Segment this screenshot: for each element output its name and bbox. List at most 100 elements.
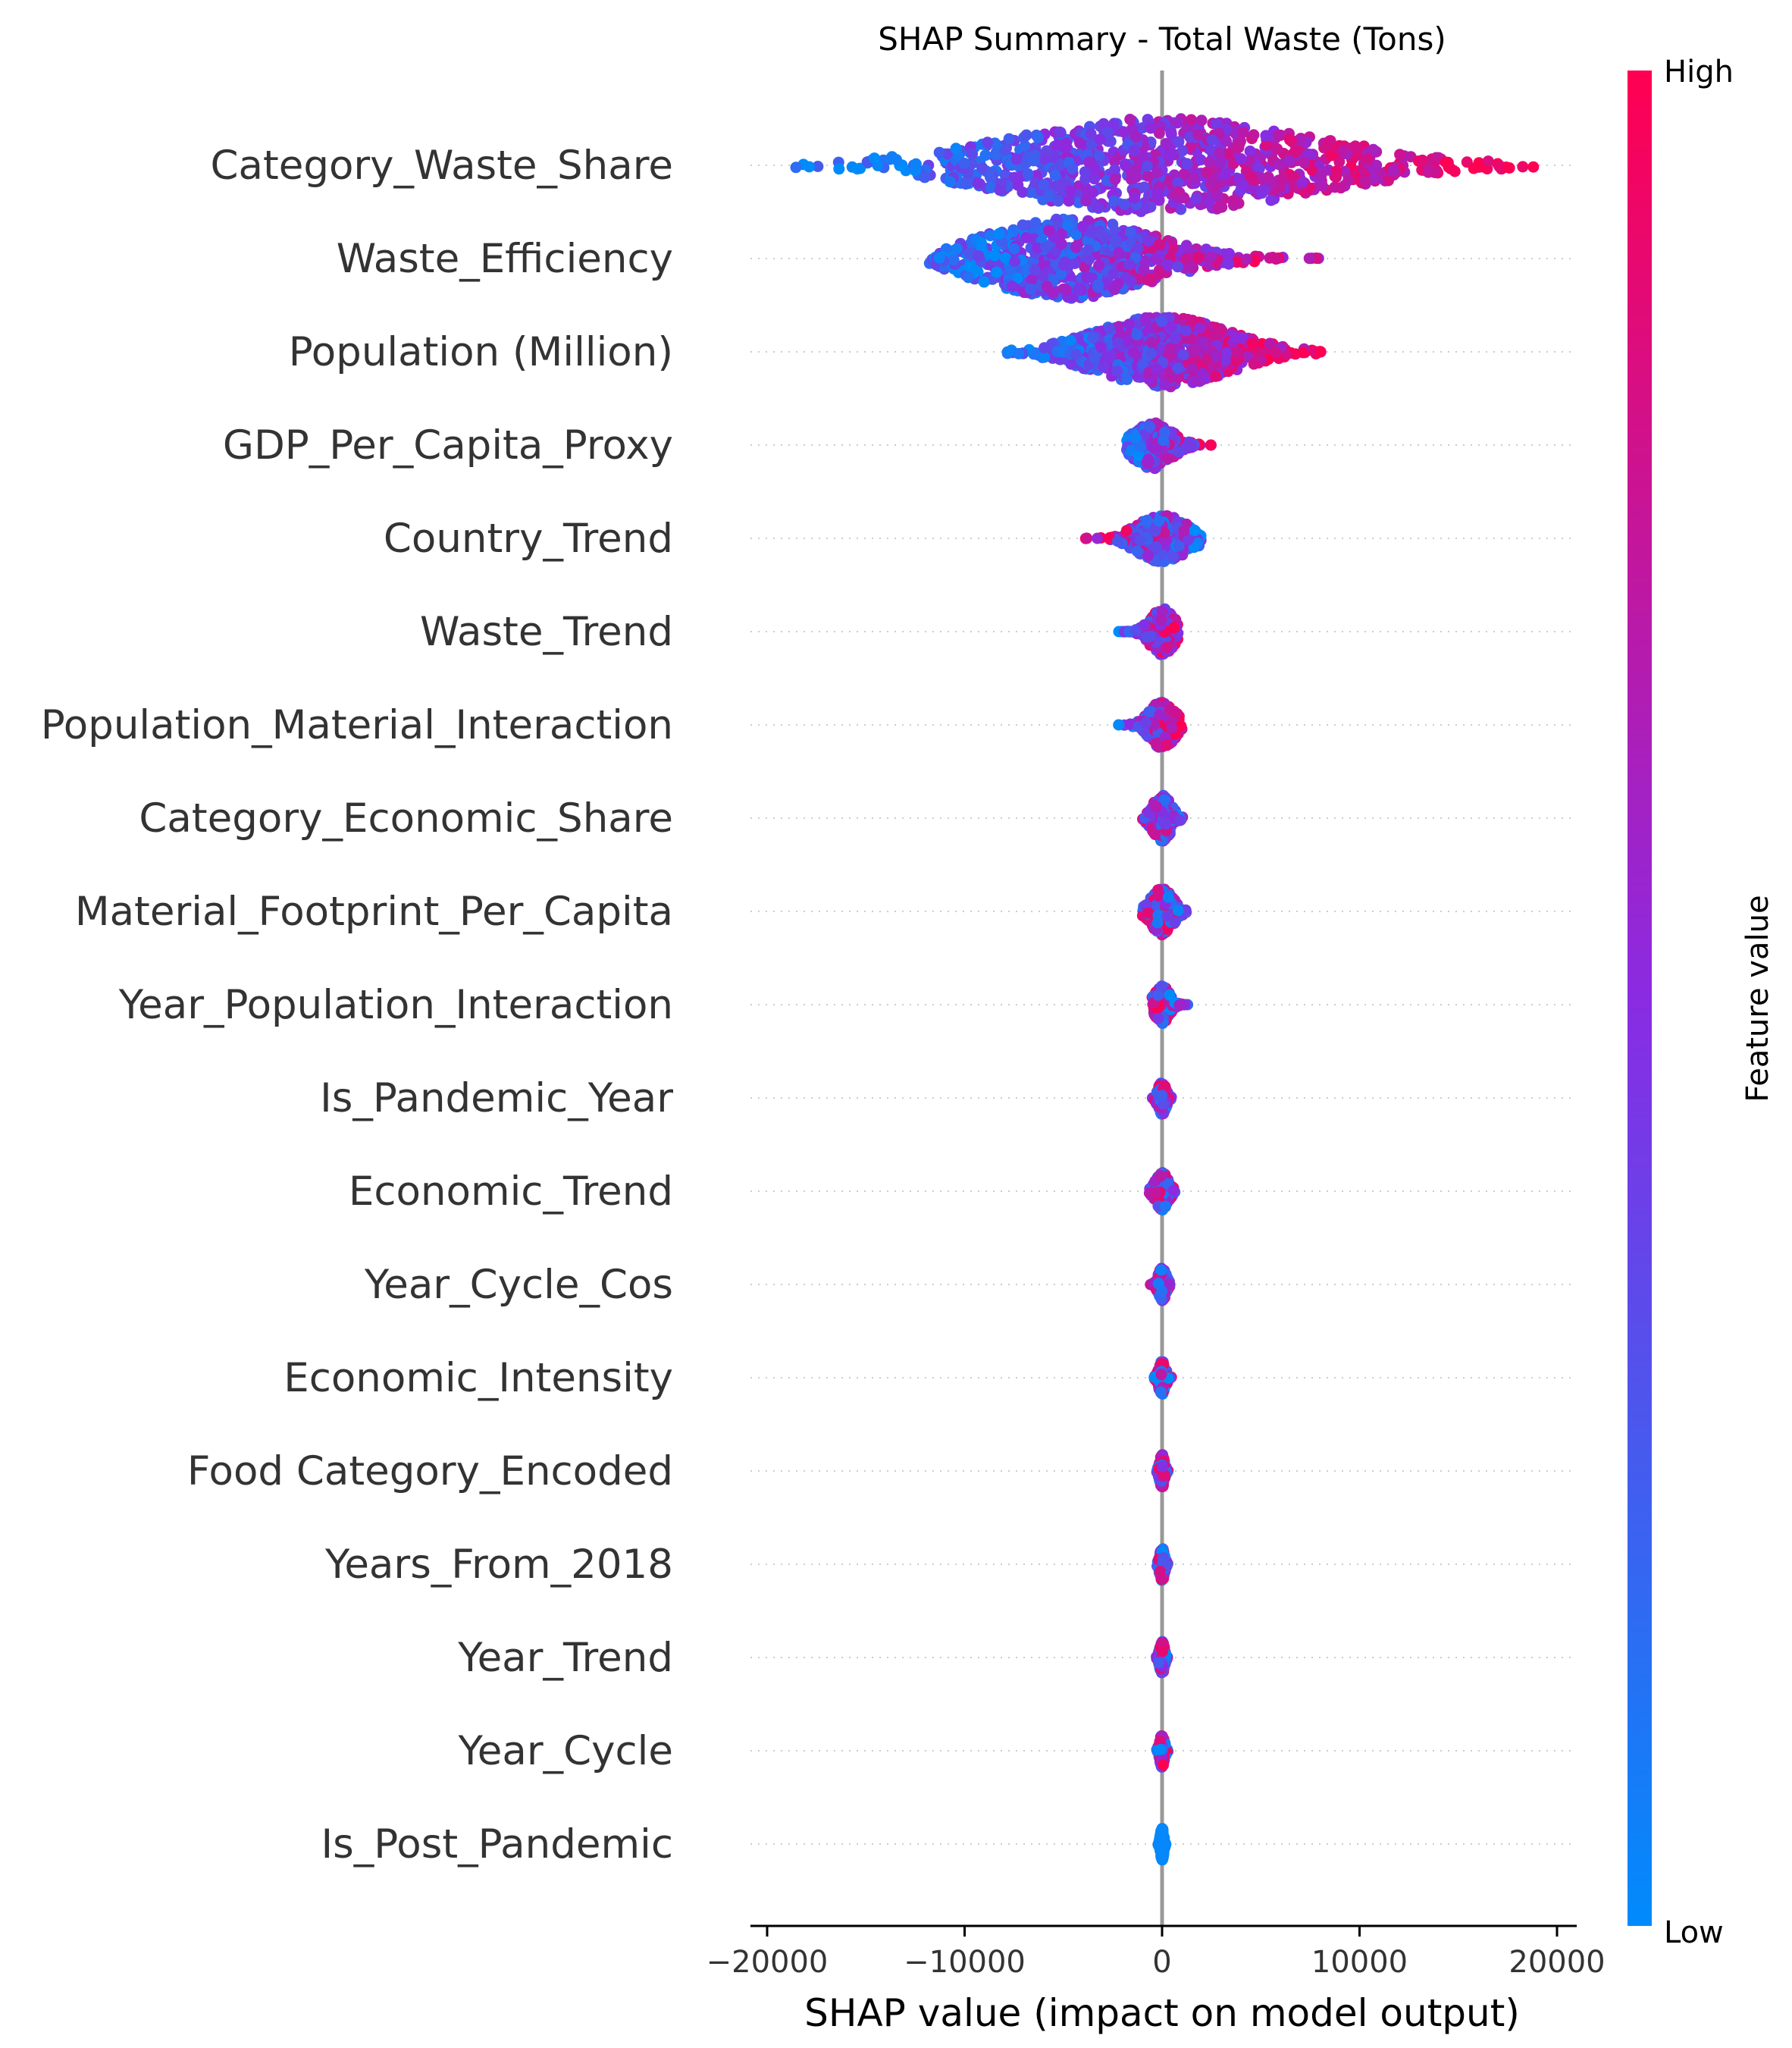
shap-point xyxy=(999,144,1011,156)
shap-point xyxy=(1482,155,1494,168)
shap-point xyxy=(1170,333,1182,345)
shap-point xyxy=(1149,829,1161,841)
shap-point xyxy=(1074,137,1086,149)
shap-point xyxy=(1141,631,1153,643)
shap-point xyxy=(1029,217,1042,229)
shap-point xyxy=(1098,118,1110,130)
shap-point xyxy=(1109,174,1121,185)
shap-point xyxy=(1130,130,1142,143)
shap-point xyxy=(993,227,1005,240)
shap-point xyxy=(1153,515,1165,527)
shap-point xyxy=(1113,321,1125,333)
shap-point xyxy=(1155,1264,1167,1276)
shap-point xyxy=(1057,259,1070,271)
shap-point xyxy=(1223,258,1235,270)
shap-point xyxy=(1186,114,1197,126)
shap-point xyxy=(1237,179,1249,191)
shap-point xyxy=(1162,891,1174,903)
shap-point xyxy=(984,171,996,183)
shap-point xyxy=(1110,234,1121,246)
shap-point xyxy=(1150,1187,1162,1199)
shap-point xyxy=(1145,337,1158,348)
shap-point xyxy=(1527,161,1540,173)
shap-point xyxy=(1172,177,1184,189)
shap-point xyxy=(1204,196,1215,209)
shap-point xyxy=(1032,131,1044,143)
shap-point xyxy=(991,266,1003,278)
shap-point xyxy=(1171,117,1183,129)
shap-point xyxy=(1101,351,1114,363)
shap-point xyxy=(1158,434,1169,447)
shap-point xyxy=(1089,173,1101,185)
shap-point xyxy=(1416,154,1428,166)
shap-point xyxy=(1423,163,1435,175)
shap-point xyxy=(972,177,984,190)
shap-point xyxy=(1211,329,1223,341)
shap-point xyxy=(1148,443,1160,454)
shap-point xyxy=(1185,439,1197,451)
shap-point xyxy=(1156,1090,1168,1102)
shap-point xyxy=(1154,709,1166,721)
shap-point xyxy=(1244,145,1256,157)
shap-point xyxy=(1205,439,1217,451)
shap-point xyxy=(1367,143,1380,155)
shap-point xyxy=(1337,145,1349,156)
shap-point xyxy=(1176,145,1189,157)
shap-point xyxy=(1092,201,1104,213)
shap-point xyxy=(1201,353,1213,365)
shap-point xyxy=(1142,114,1154,126)
shap-point xyxy=(1108,155,1120,168)
shap-point xyxy=(1342,174,1355,187)
shap-point xyxy=(1303,252,1315,265)
shap-point xyxy=(1150,253,1162,265)
shap-point xyxy=(1039,152,1051,165)
shap-point xyxy=(1237,127,1249,139)
shap-point xyxy=(1125,275,1137,287)
shap-point xyxy=(1164,989,1176,1001)
shap-point xyxy=(1049,169,1061,181)
shap-point xyxy=(1440,156,1452,168)
shap-point xyxy=(1245,171,1257,183)
shap-point xyxy=(1168,622,1180,634)
shap-point xyxy=(1253,162,1265,174)
shap-point xyxy=(1270,253,1282,265)
shap-point xyxy=(1173,136,1185,148)
shap-point xyxy=(1101,127,1114,139)
shap-point xyxy=(1161,910,1173,922)
shap-point xyxy=(1128,145,1140,157)
shap-point xyxy=(1013,347,1025,359)
shap-point xyxy=(1160,818,1172,830)
shap-point xyxy=(1142,453,1154,466)
shap-point xyxy=(1183,261,1195,273)
shap-point xyxy=(1271,143,1283,155)
shap-point xyxy=(990,149,1001,161)
shap-point xyxy=(1394,149,1406,161)
shap-point xyxy=(1297,347,1309,359)
shap-point xyxy=(1335,182,1347,194)
shap-point xyxy=(1010,153,1023,165)
shap-point xyxy=(1223,248,1236,259)
shap-point xyxy=(1006,281,1018,293)
shap-point xyxy=(1165,127,1177,139)
shap-point xyxy=(1258,184,1270,196)
shap-point xyxy=(1022,168,1034,180)
shap-point xyxy=(948,254,960,266)
shap-point xyxy=(1119,199,1131,211)
shap-point xyxy=(1211,118,1222,130)
shap-point xyxy=(1017,187,1029,198)
shap-point xyxy=(1129,431,1142,444)
shap-point xyxy=(1070,349,1082,360)
shap-point xyxy=(1177,349,1189,361)
shap-point xyxy=(1154,1386,1167,1398)
shap-point xyxy=(1145,348,1158,360)
shap-point xyxy=(1246,337,1258,350)
shap-point xyxy=(1367,173,1380,185)
shap-point xyxy=(994,184,1006,196)
shap-point xyxy=(1112,535,1123,547)
shap-point xyxy=(1166,722,1178,734)
row-guides xyxy=(750,165,1577,1845)
shap-point xyxy=(1112,337,1123,349)
shap-point xyxy=(1003,133,1015,145)
shap-point xyxy=(1131,545,1143,557)
shap-point xyxy=(1192,252,1205,264)
